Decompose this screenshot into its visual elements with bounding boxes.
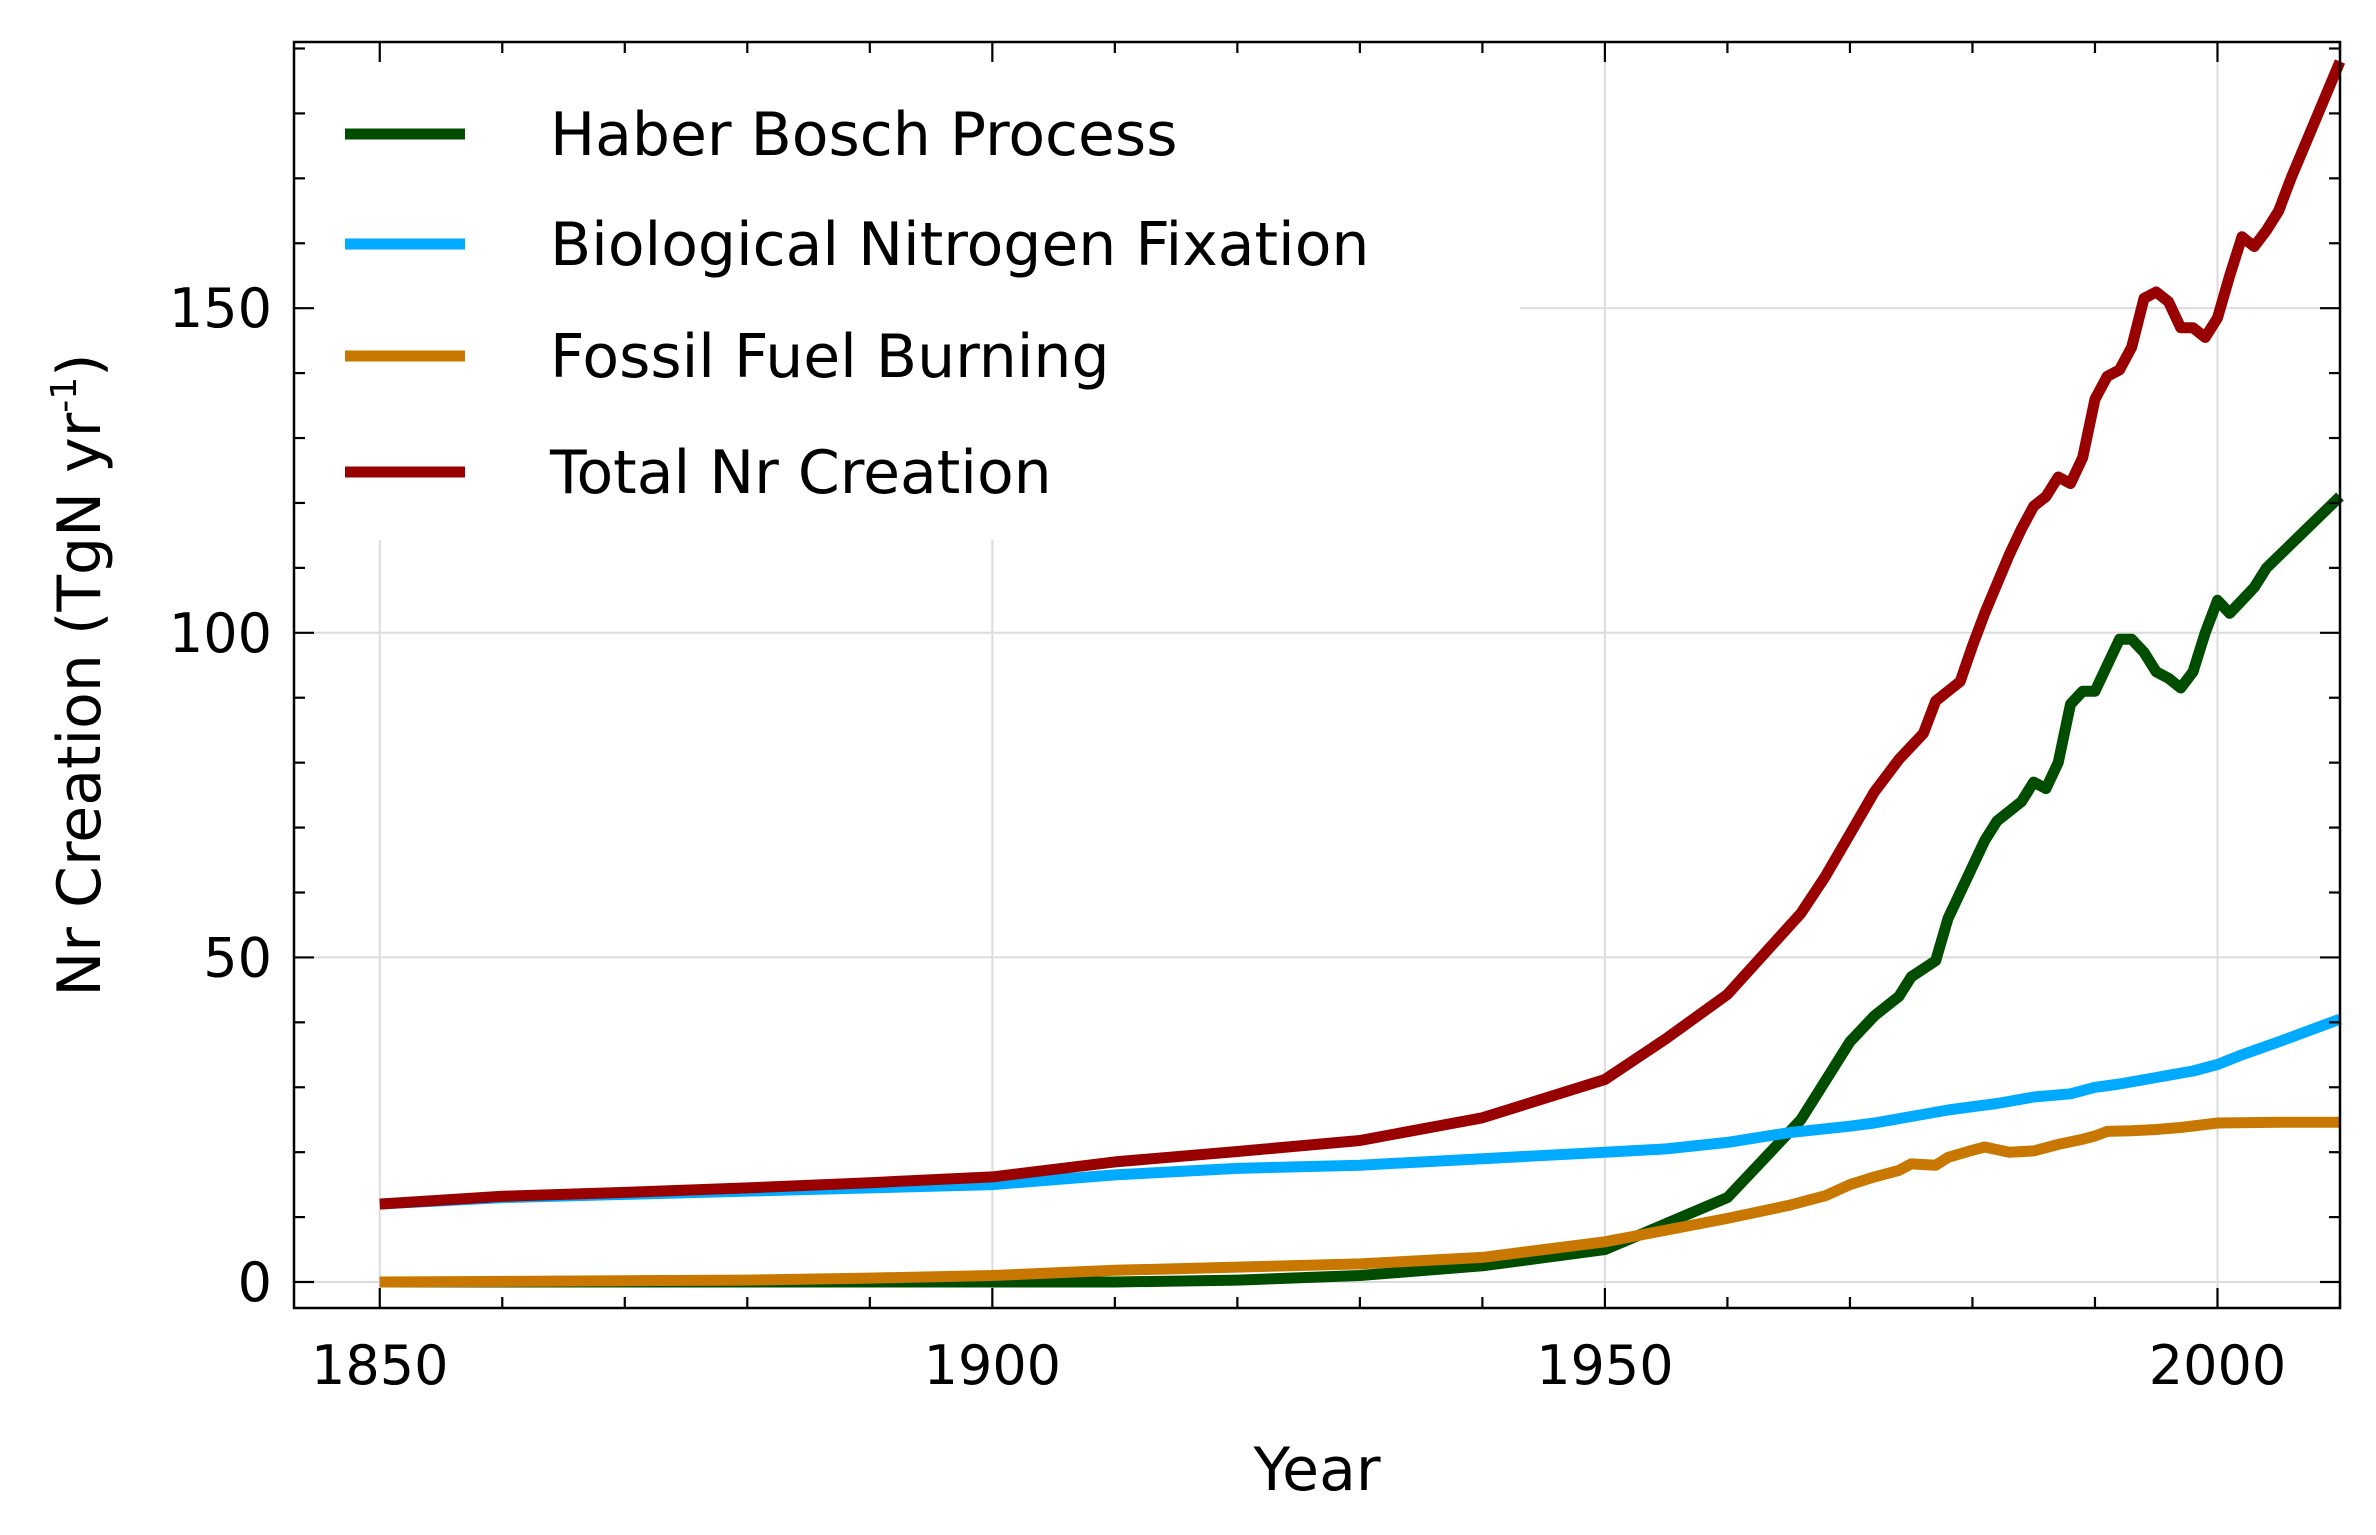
x-tick-label: 1900 [924, 1334, 1061, 1397]
legend: Haber Bosch Process Biological Nitrogen F… [345, 100, 1369, 508]
tick-labels: 1850 1900 1950 2000 0 50 100 150 [169, 277, 2286, 1397]
y-axis-title-superscript: -1 [44, 377, 85, 413]
y-axis-title: Nr Creation (TgN yr-1) [44, 353, 115, 996]
series-line-fossil-fuel-burning [379, 1116, 2340, 1288]
legend-label: Total Nr Creation [549, 438, 1052, 508]
x-axis-title: Year [1252, 1435, 1380, 1505]
series-lines [379, 59, 2346, 1288]
series-line-haber-bosch-process [379, 492, 2344, 1288]
y-tick-label: 0 [238, 1251, 272, 1314]
y-tick-label: 100 [169, 602, 272, 665]
x-tick-label: 1850 [311, 1334, 448, 1397]
legend-background [310, 60, 1520, 540]
plot-frame [292, 40, 2342, 1310]
legend-label: Biological Nitrogen Fixation [550, 210, 1369, 280]
series-line-total-nr-creation [379, 59, 2346, 1210]
axis-ticks [294, 42, 2342, 1308]
y-tick-label: 150 [169, 277, 272, 340]
x-tick-label: 1950 [1536, 1334, 1673, 1397]
y-axis-title-close: ) [45, 353, 115, 376]
series-line-biological-nitrogen-fixation [379, 1013, 2342, 1210]
y-axis-title-main: Nr Creation (TgN yr [45, 412, 115, 996]
legend-label: Fossil Fuel Burning [550, 322, 1110, 392]
x-tick-label: 2000 [2149, 1334, 2286, 1397]
legend-label: Haber Bosch Process [550, 100, 1177, 170]
y-tick-label: 50 [203, 926, 272, 989]
